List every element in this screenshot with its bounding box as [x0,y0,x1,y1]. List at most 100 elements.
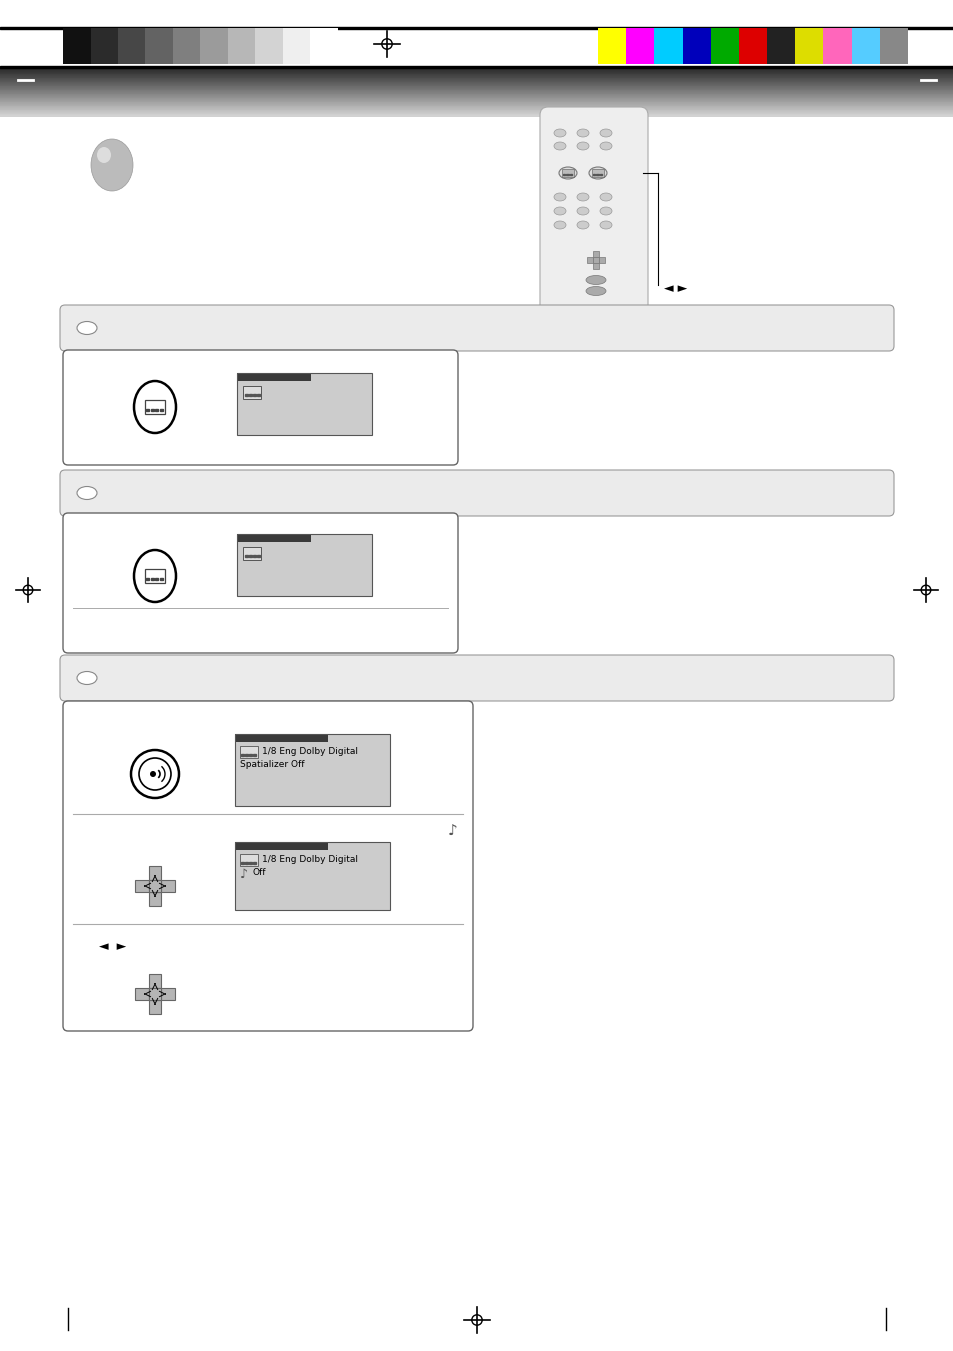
Ellipse shape [588,168,606,178]
Bar [63,28,91,63]
Bar [593,250,598,257]
Bar [236,534,311,542]
Ellipse shape [91,139,132,190]
Bar [236,381,372,435]
Bar [625,28,654,63]
Bar [234,734,328,742]
Circle shape [150,771,156,777]
Bar [149,1000,161,1013]
Bar [328,734,390,742]
Bar [681,28,711,63]
Bar [243,547,261,561]
Bar [249,555,252,557]
Bar [149,892,161,905]
Ellipse shape [599,142,612,150]
Bar [766,28,795,63]
Bar [241,862,244,863]
Bar [566,173,568,176]
Bar [879,28,907,63]
Bar [234,734,390,807]
Bar [283,28,311,63]
Ellipse shape [599,193,612,201]
Text: Spatializer Off: Spatializer Off [240,761,304,769]
Bar [739,28,767,63]
Bar [256,555,260,557]
Bar [118,28,146,63]
Ellipse shape [554,128,565,136]
Bar [145,400,165,413]
Bar [236,373,372,435]
Bar [249,754,252,755]
Ellipse shape [577,142,588,150]
Ellipse shape [585,276,605,285]
Bar [249,862,252,863]
Text: ♪: ♪ [240,867,248,881]
Bar [146,28,173,63]
Bar [562,173,565,176]
Bar [135,880,149,892]
Bar [253,394,255,396]
Bar [245,555,248,557]
Ellipse shape [585,286,605,296]
Ellipse shape [554,222,565,230]
Ellipse shape [599,222,612,230]
Ellipse shape [133,550,175,603]
Ellipse shape [577,193,588,201]
Bar [598,28,626,63]
FancyBboxPatch shape [60,470,893,516]
Bar [310,28,338,63]
Bar [851,28,880,63]
Bar [245,754,248,755]
Bar [311,373,372,381]
Bar [0,27,953,28]
Bar [596,173,598,176]
Bar [593,263,598,269]
Bar [249,394,252,396]
Bar [241,754,244,755]
Ellipse shape [554,142,565,150]
Ellipse shape [554,193,565,201]
Bar [160,578,163,580]
Bar [160,409,163,411]
Bar [145,569,165,584]
FancyBboxPatch shape [539,107,647,317]
Bar [253,754,255,755]
Bar [710,28,739,63]
Circle shape [139,758,171,790]
Bar [311,534,372,542]
Bar [200,28,229,63]
Ellipse shape [558,168,577,178]
Bar [256,394,260,396]
Ellipse shape [77,486,97,500]
Bar [240,746,257,758]
Bar [593,257,598,263]
Bar [598,257,605,263]
FancyBboxPatch shape [60,655,893,701]
FancyBboxPatch shape [63,350,457,465]
Bar [149,866,161,880]
Bar [586,257,593,263]
Bar [149,880,161,892]
Bar [243,386,261,399]
Bar [161,880,174,892]
Ellipse shape [97,147,111,163]
Bar [91,28,118,63]
Bar [245,862,248,863]
Bar [172,28,201,63]
Bar [599,173,602,176]
Bar [255,28,283,63]
Text: 1/8 Eng Dolby Digital: 1/8 Eng Dolby Digital [262,747,357,757]
Bar [149,988,161,1000]
Bar [234,842,328,850]
Ellipse shape [599,207,612,215]
Bar [236,542,372,596]
Bar [795,28,823,63]
Bar [234,842,390,911]
FancyBboxPatch shape [60,305,893,351]
Bar [0,66,953,68]
Circle shape [131,750,179,798]
Bar [561,169,574,177]
Bar [147,409,150,411]
Text: ◄ ►: ◄ ► [663,282,686,296]
Ellipse shape [577,222,588,230]
